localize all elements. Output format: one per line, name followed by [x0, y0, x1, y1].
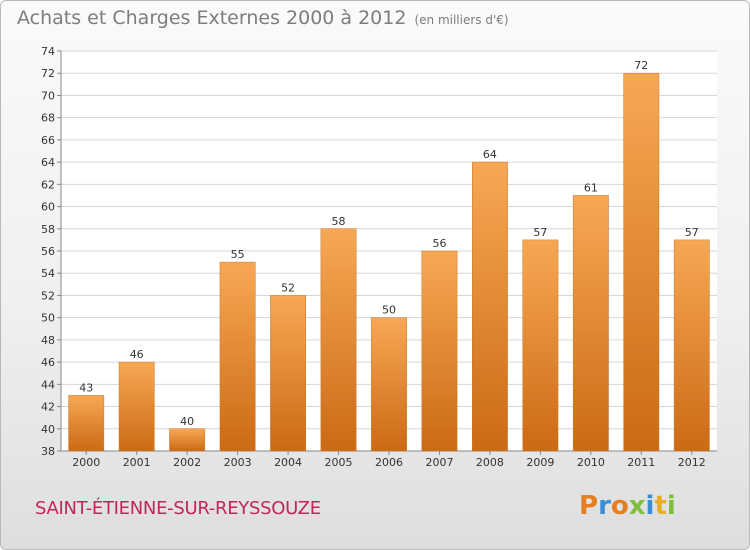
bar — [68, 395, 105, 452]
x-tick-label: 2012 — [678, 456, 706, 469]
bar — [623, 72, 660, 452]
data-label: 52 — [281, 281, 295, 294]
x-tick-label: 2003 — [224, 456, 252, 469]
x-tick-label: 2008 — [476, 456, 504, 469]
y-tick-label: 74 — [41, 45, 55, 58]
data-label: 46 — [130, 348, 144, 361]
data-label: 57 — [685, 226, 699, 239]
x-tick-label: 2011 — [627, 456, 655, 469]
logo-letter: o — [610, 491, 629, 521]
logo-letter: t — [654, 491, 667, 521]
logo-letter: i — [645, 491, 655, 521]
y-tick-label: 54 — [41, 267, 55, 280]
bar — [118, 361, 155, 452]
logo-letter: x — [628, 491, 646, 521]
y-tick-label: 64 — [41, 156, 55, 169]
logo-letter: r — [598, 491, 611, 521]
y-tick-label: 62 — [41, 178, 55, 191]
x-tick-label: 2002 — [173, 456, 201, 469]
bar — [472, 161, 508, 452]
y-tick-label: 68 — [41, 112, 55, 125]
bar — [320, 228, 357, 452]
x-tick-label: 2004 — [274, 456, 302, 469]
x-tick-label: 2007 — [425, 456, 453, 469]
x-tick-label: 2000 — [72, 456, 100, 469]
x-tick-label: 2005 — [325, 456, 353, 469]
bar — [522, 239, 559, 452]
x-tick-label: 2006 — [375, 456, 403, 469]
y-tick-label: 52 — [41, 289, 55, 302]
bar — [572, 195, 609, 452]
x-tick-label: 2009 — [526, 456, 554, 469]
data-label: 64 — [483, 148, 497, 161]
x-tick-label: 2010 — [577, 456, 605, 469]
y-tick-label: 48 — [41, 334, 55, 347]
x-tick-label: 2001 — [123, 456, 151, 469]
y-tick-label: 60 — [41, 201, 55, 214]
bar — [270, 295, 306, 452]
y-tick-label: 46 — [41, 356, 55, 369]
bar — [371, 317, 407, 452]
y-tick-label: 40 — [41, 423, 55, 436]
bar — [421, 250, 458, 452]
data-label: 72 — [634, 59, 648, 72]
data-label: 61 — [584, 181, 598, 194]
data-label: 43 — [79, 381, 93, 394]
bar — [673, 239, 710, 452]
y-tick-label: 42 — [41, 401, 55, 414]
commune-name: SAINT-ÉTIENNE-SUR-REYSSOUZE — [35, 498, 321, 519]
proxiti-logo: Proxiti — [579, 491, 676, 521]
y-tick-label: 50 — [41, 312, 55, 325]
title-text: Achats et Charges Externes 2000 à 2012 — [17, 7, 407, 29]
y-tick-label: 70 — [41, 89, 55, 102]
data-label: 50 — [382, 304, 396, 317]
data-label: 40 — [180, 415, 194, 428]
logo-letter: i — [666, 491, 676, 521]
data-label: 55 — [231, 248, 245, 261]
y-tick-label: 72 — [41, 67, 55, 80]
bar — [169, 428, 206, 452]
y-tick-label: 44 — [41, 378, 55, 391]
y-tick-label: 38 — [41, 445, 55, 458]
unit-text: (en milliers d'€) — [414, 13, 509, 27]
data-label: 57 — [533, 226, 547, 239]
chart-title: Achats et Charges Externes 2000 à 2012 (e… — [17, 7, 509, 29]
y-tick-label: 66 — [41, 134, 55, 147]
y-tick-label: 56 — [41, 245, 55, 258]
logo-letter: P — [579, 491, 599, 521]
data-label: 56 — [432, 237, 446, 250]
y-tick-label: 58 — [41, 223, 55, 236]
data-label: 58 — [332, 215, 346, 228]
bar — [219, 261, 256, 452]
